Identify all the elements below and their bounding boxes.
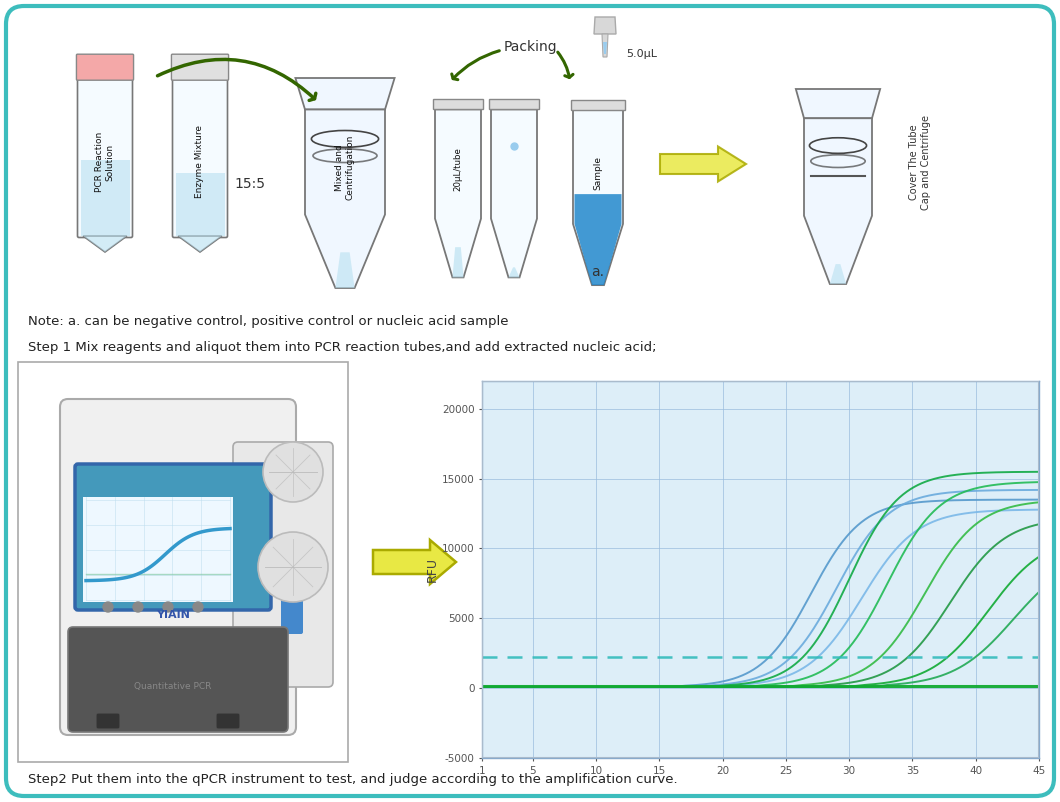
Circle shape [103, 602, 113, 612]
FancyBboxPatch shape [76, 55, 134, 80]
Text: Cover The Tube
Cap and Centrifuge: Cover The Tube Cap and Centrifuge [909, 115, 931, 209]
Text: Packing: Packing [504, 40, 556, 54]
FancyBboxPatch shape [68, 627, 288, 732]
Polygon shape [803, 118, 872, 284]
FancyBboxPatch shape [233, 442, 333, 687]
FancyBboxPatch shape [172, 55, 229, 80]
Polygon shape [305, 110, 385, 288]
Polygon shape [83, 236, 127, 252]
Text: Step 1 Mix reagents and aliquot them into PCR reaction tubes,and add extracted n: Step 1 Mix reagents and aliquot them int… [28, 341, 656, 354]
Polygon shape [373, 540, 456, 584]
Polygon shape [491, 109, 537, 277]
Polygon shape [296, 78, 394, 110]
Polygon shape [594, 17, 616, 34]
Polygon shape [830, 264, 846, 284]
FancyBboxPatch shape [18, 362, 348, 762]
Text: YIAIN: YIAIN [156, 610, 190, 620]
FancyBboxPatch shape [281, 550, 303, 634]
Text: 20μL/tube: 20μL/tube [454, 148, 462, 192]
Text: Note: a. can be negative control, positive control or nucleic acid sample: Note: a. can be negative control, positi… [28, 315, 509, 329]
Polygon shape [434, 99, 483, 109]
Circle shape [258, 532, 328, 602]
Polygon shape [603, 42, 607, 54]
Polygon shape [602, 34, 608, 57]
FancyBboxPatch shape [83, 497, 233, 602]
Text: Step2 Put them into the qPCR instrument to test, and judge according to the ampl: Step2 Put them into the qPCR instrument … [28, 773, 677, 787]
Text: PCR Reaction
Solution: PCR Reaction Solution [95, 132, 114, 192]
Polygon shape [489, 99, 538, 109]
Text: Enzyme Mixture: Enzyme Mixture [195, 125, 205, 199]
FancyBboxPatch shape [173, 71, 228, 237]
Circle shape [193, 602, 204, 612]
Polygon shape [453, 247, 463, 277]
Polygon shape [571, 99, 625, 110]
Polygon shape [796, 89, 880, 118]
Text: Mixed and
Centrifugation: Mixed and Centrifugation [335, 135, 355, 200]
Polygon shape [335, 253, 355, 288]
Polygon shape [573, 110, 623, 286]
Polygon shape [660, 147, 746, 181]
Text: a.: a. [591, 265, 604, 279]
Circle shape [163, 602, 173, 612]
Y-axis label: RFU: RFU [426, 557, 439, 582]
Polygon shape [575, 194, 621, 286]
FancyBboxPatch shape [75, 464, 271, 610]
Text: 15:5: 15:5 [234, 177, 265, 191]
Polygon shape [176, 173, 225, 236]
Polygon shape [435, 109, 481, 277]
Polygon shape [509, 267, 519, 277]
Circle shape [132, 602, 143, 612]
FancyBboxPatch shape [96, 713, 120, 729]
FancyBboxPatch shape [216, 713, 240, 729]
Polygon shape [178, 236, 222, 252]
Circle shape [263, 442, 323, 502]
Text: Quantitative PCR: Quantitative PCR [135, 683, 212, 691]
Text: 5.0μL: 5.0μL [626, 49, 657, 59]
Text: Sample: Sample [594, 156, 602, 190]
FancyBboxPatch shape [6, 6, 1054, 796]
Polygon shape [83, 236, 127, 252]
Polygon shape [178, 236, 222, 252]
FancyBboxPatch shape [77, 71, 132, 237]
FancyBboxPatch shape [60, 399, 296, 735]
Polygon shape [81, 160, 129, 236]
